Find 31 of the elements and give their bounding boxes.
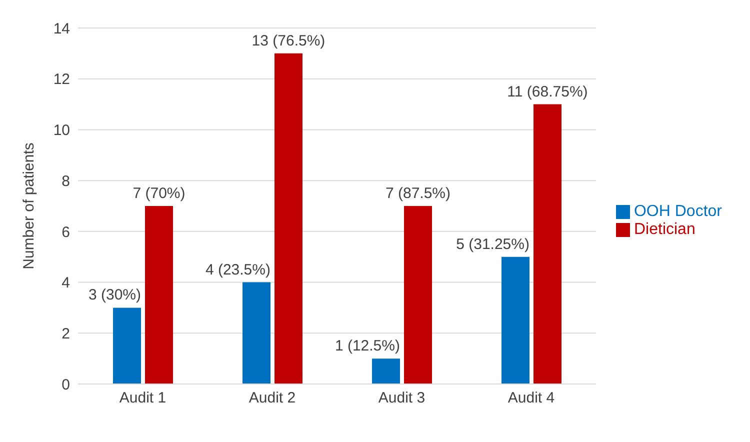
- bar: [533, 104, 562, 384]
- bar: [404, 206, 432, 384]
- y-tick-label: 12: [53, 71, 70, 88]
- bar: [113, 308, 141, 384]
- x-tick-label: Audit 2: [248, 390, 296, 407]
- y-tick-label: 0: [62, 376, 70, 394]
- data-label: 13 (76.5%): [252, 32, 326, 50]
- bar: [242, 282, 270, 384]
- data-label: 7 (70%): [132, 185, 186, 202]
- x-tick-label: Audit 1: [119, 390, 166, 407]
- y-tick-label: 10: [53, 122, 70, 140]
- legend-label: Dietician: [634, 221, 696, 238]
- bar: [501, 256, 530, 384]
- y-tick-label: 8: [62, 172, 70, 190]
- bar: [274, 53, 302, 384]
- bar: [145, 206, 173, 384]
- bar: [372, 358, 400, 384]
- data-label: 5 (31.25%): [456, 236, 530, 253]
- y-axis-title: Number of patients: [20, 142, 38, 270]
- x-tick-label: Audit 3: [378, 390, 426, 407]
- x-tick-label: Audit 4: [508, 390, 555, 407]
- y-tick-label: 4: [62, 274, 70, 292]
- y-tick-label: 2: [62, 325, 70, 342]
- legend-label: OOH Doctor: [634, 203, 722, 220]
- data-label: 1 (12.5%): [334, 338, 400, 355]
- y-tick-label: 14: [53, 20, 70, 38]
- y-tick-label: 6: [62, 224, 70, 241]
- data-label: 3 (30%): [88, 286, 141, 304]
- data-label: 7 (87.5%): [385, 185, 451, 202]
- data-label: 4 (23.5%): [205, 261, 270, 278]
- data-label: 11 (68.75%): [507, 83, 588, 100]
